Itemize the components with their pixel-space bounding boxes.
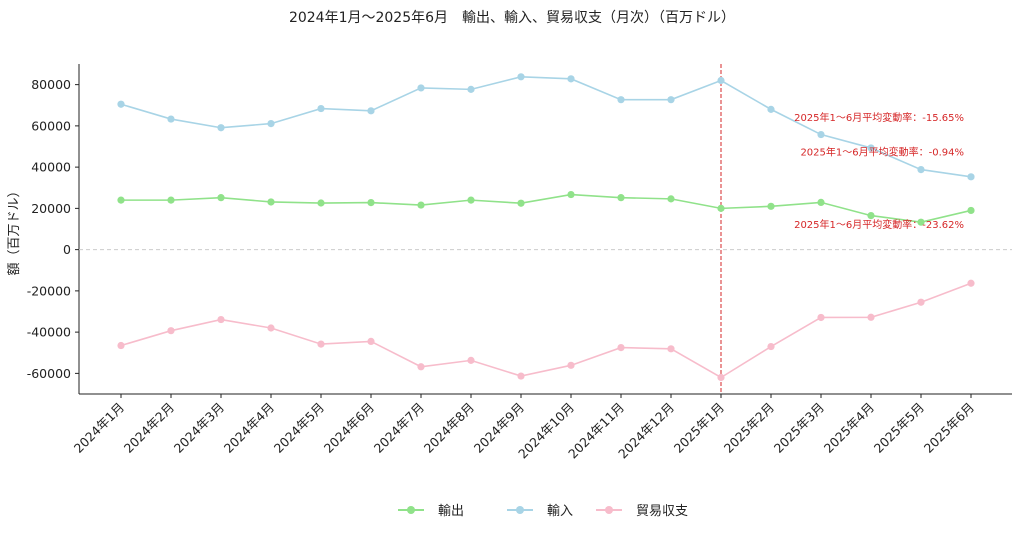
data-point: [367, 199, 375, 207]
legend-swatch-marker: [516, 506, 524, 514]
data-point: [167, 327, 175, 335]
data-point: [617, 194, 625, 202]
data-point: [467, 356, 475, 364]
data-point: [417, 201, 425, 209]
y-tick-label: 0: [63, 242, 71, 257]
y-tick-label: 80000: [31, 77, 71, 92]
x-tick-label: 2025年1月: [671, 400, 727, 456]
y-axis-label: 額（百万ドル）: [7, 184, 22, 275]
data-point: [967, 173, 975, 181]
y-tick-label: -40000: [27, 325, 71, 340]
x-tick-label: 2025年4月: [821, 400, 877, 456]
data-point: [167, 115, 175, 123]
chart-title: 2024年1月～2025年6月 輸出、輸入、貿易収支（月次）（百万ドル）: [289, 10, 735, 26]
data-point: [167, 196, 175, 204]
annotation-label: 2025年1～6月平均変動率：-15.65%: [794, 111, 964, 124]
data-point: [617, 96, 625, 104]
data-point: [267, 324, 275, 332]
data-point: [467, 85, 475, 93]
data-point: [917, 218, 925, 226]
data-point: [567, 75, 575, 83]
data-point: [217, 194, 225, 202]
x-tick-label: 2024年3月: [171, 400, 227, 456]
y-tick-label: 60000: [31, 118, 71, 133]
annotation-label: 2025年1～6月平均変動率：-0.94%: [800, 145, 964, 158]
data-point: [867, 313, 875, 321]
data-point: [317, 340, 325, 348]
data-point: [117, 100, 125, 108]
series-line: [121, 193, 972, 224]
data-point: [817, 313, 825, 322]
data-point: [717, 204, 725, 212]
data-point: [767, 202, 775, 210]
data-point: [717, 373, 725, 382]
data-point: [667, 345, 675, 353]
data-point: [217, 315, 225, 324]
y-tick-label: -20000: [27, 283, 71, 298]
x-tick-label: 2024年4月: [221, 400, 277, 456]
x-tick-label: 2025年2月: [721, 400, 777, 456]
data-point: [917, 298, 925, 306]
data-point: [267, 120, 275, 128]
data-point: [367, 107, 375, 115]
legend-label: 貿易収支: [636, 504, 688, 519]
data-point: [817, 130, 825, 139]
x-tick-label: 2024年5月: [271, 400, 327, 456]
y-tick-label: -60000: [27, 366, 71, 381]
data-point: [417, 84, 425, 92]
legend-label: 輸出: [438, 504, 464, 519]
x-tick-label: 2025年5月: [871, 400, 927, 456]
data-point: [117, 341, 125, 350]
data-point: [467, 196, 475, 204]
data-point: [317, 104, 325, 113]
data-point: [967, 279, 975, 287]
x-tick-label: 2024年1月: [71, 400, 127, 456]
data-point: [617, 343, 625, 352]
data-point: [817, 198, 825, 206]
x-tick-label: 2025年3月: [771, 400, 827, 456]
data-point: [117, 196, 125, 204]
legend-swatch-marker: [605, 506, 613, 514]
data-point: [717, 76, 725, 85]
data-point: [317, 199, 325, 207]
x-tick-label: 2024年2月: [121, 400, 177, 456]
y-tick-label: 40000: [31, 160, 71, 175]
data-point: [867, 144, 875, 152]
data-point: [667, 96, 675, 104]
data-point: [517, 372, 525, 380]
data-point: [367, 337, 375, 346]
legend-label: 輸入: [547, 504, 573, 519]
data-point: [867, 211, 875, 220]
data-point: [517, 199, 525, 207]
legend: 輸出 輸入 貿易収支: [398, 504, 688, 519]
data-point: [217, 124, 225, 132]
data-point: [667, 195, 675, 203]
series-line: [120, 75, 972, 178]
data-point: [767, 342, 775, 351]
data-point: [967, 206, 975, 215]
legend-swatch-marker: [407, 506, 415, 514]
data-point: [417, 363, 425, 371]
x-tick-label: 2024年6月: [321, 400, 377, 456]
data-point: [567, 190, 575, 199]
data-point: [767, 105, 775, 113]
data-point: [267, 198, 275, 206]
plot-area: -60000 -40000 -20000 0 20000 40000 60000 80000 2…: [27, 64, 1012, 462]
x-tick-label: 2025年6月: [921, 400, 977, 456]
x-tick-label: 2024年7月: [371, 400, 427, 456]
data-point: [517, 73, 525, 81]
x-tick-label: 2024年8月: [421, 400, 477, 456]
annotation-label: 2025年1～6月平均変動率：-23.62%: [794, 218, 964, 231]
series-line: [120, 282, 972, 379]
data-point: [917, 166, 925, 174]
data-point: [567, 361, 575, 369]
y-tick-label: 20000: [31, 201, 71, 216]
